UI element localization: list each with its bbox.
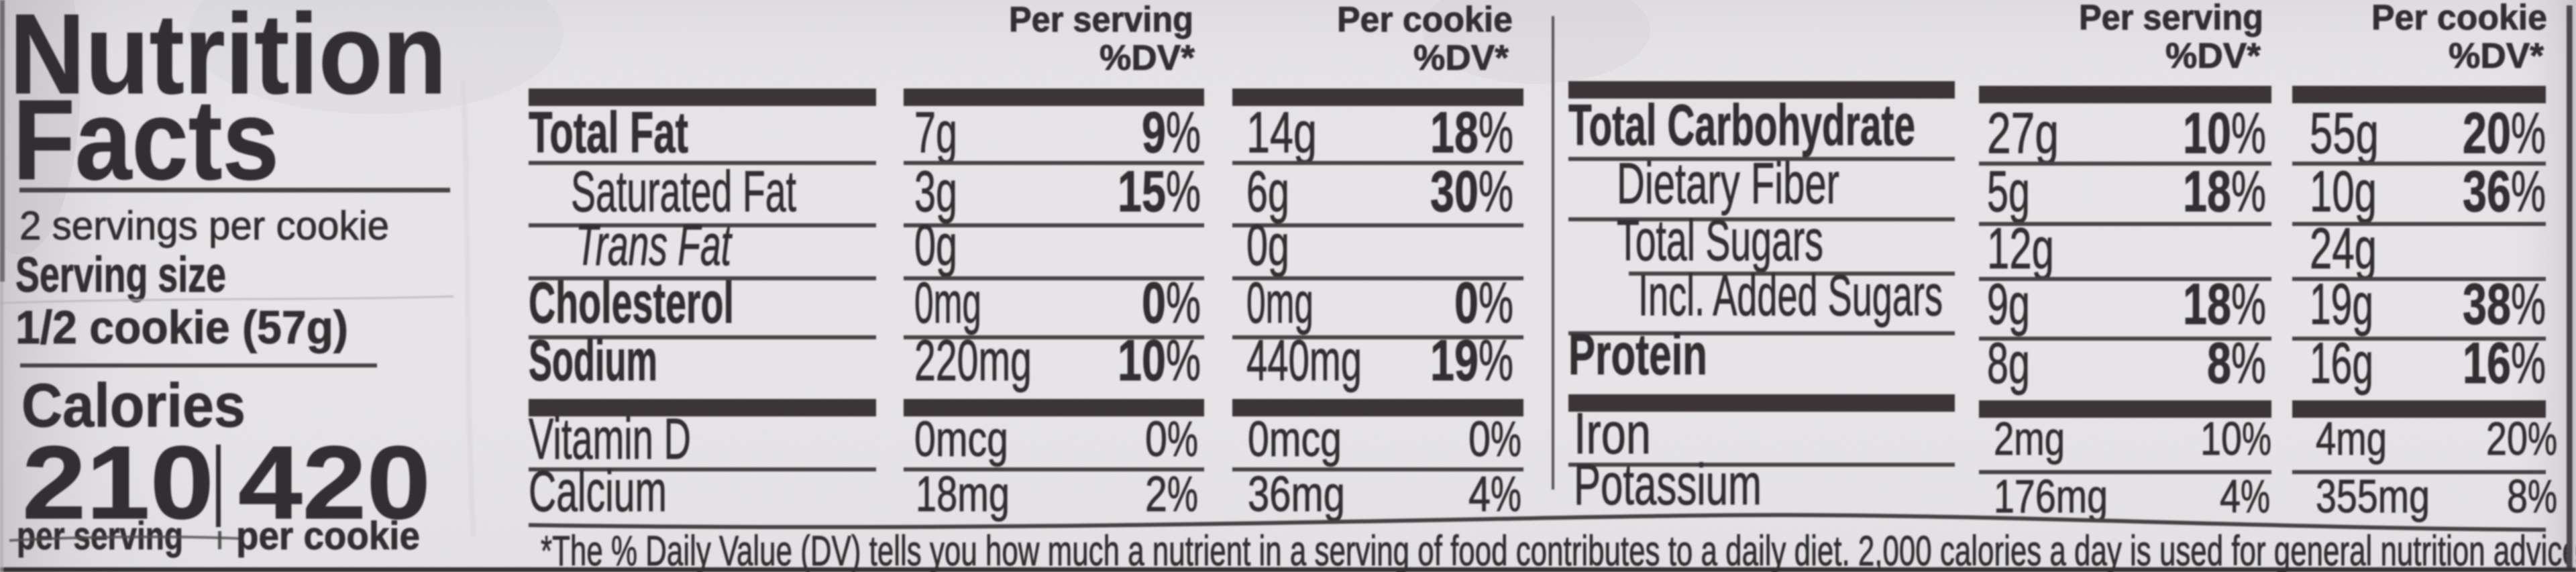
svg-text:355mg: 355mg <box>2316 470 2430 522</box>
svg-text:Calories: Calories <box>21 371 246 440</box>
svg-text:14g: 14g <box>1246 101 1317 165</box>
svg-text:0%: 0% <box>1454 271 1513 335</box>
svg-text:Calcium: Calcium <box>529 459 667 524</box>
svg-text:Total Sugars: Total Sugars <box>1617 209 1823 273</box>
svg-text:Total Carbohydrate: Total Carbohydrate <box>1568 93 1915 158</box>
svg-text:6g: 6g <box>1246 160 1289 224</box>
svg-text:176mg: 176mg <box>1994 470 2108 522</box>
svg-text:18mg: 18mg <box>916 466 1010 522</box>
svg-text:Serving size: Serving size <box>15 247 226 302</box>
svg-text:36mg: 36mg <box>1248 466 1345 522</box>
svg-text:0g: 0g <box>1246 213 1289 278</box>
svg-text:3g: 3g <box>914 160 957 224</box>
svg-text:Total Fat: Total Fat <box>529 101 688 165</box>
svg-text:19%: 19% <box>1430 329 1513 393</box>
svg-text:420: 420 <box>238 424 431 540</box>
svg-text:Nutrition: Nutrition <box>9 0 447 118</box>
svg-text:8g: 8g <box>1987 331 2030 396</box>
svg-text:Incl. Added Sugars: Incl. Added Sugars <box>1638 264 1943 328</box>
svg-text:19g: 19g <box>2310 272 2373 337</box>
svg-text:5g: 5g <box>1987 160 2030 224</box>
svg-text:%DV*: %DV* <box>2449 36 2544 76</box>
svg-text:55g: 55g <box>2310 101 2379 166</box>
svg-text:Trans Fat: Trans Fat <box>576 213 733 278</box>
svg-text:10g: 10g <box>2310 160 2377 224</box>
svg-text:2 servings per cookie: 2 servings per cookie <box>19 203 389 248</box>
svg-text:Facts: Facts <box>13 76 279 204</box>
svg-text:20%: 20% <box>2463 101 2546 166</box>
svg-text:18%: 18% <box>2183 160 2266 224</box>
svg-text:0%: 0% <box>1145 411 1198 467</box>
svg-text:18%: 18% <box>2183 272 2266 337</box>
svg-text:9g: 9g <box>1987 272 2030 337</box>
svg-text:27g: 27g <box>1987 101 2059 166</box>
svg-text:16g: 16g <box>2310 331 2373 396</box>
svg-text:36%: 36% <box>2463 160 2546 224</box>
svg-text:Per serving: Per serving <box>1009 0 1193 40</box>
svg-text:10%: 10% <box>2183 101 2266 166</box>
svg-text:7g: 7g <box>914 101 957 165</box>
svg-text:*The % Daily Value (DV) tells: *The % Daily Value (DV) tells you how mu… <box>541 528 2576 572</box>
svg-text:9%: 9% <box>1142 101 1201 165</box>
svg-text:2mg: 2mg <box>1994 412 2065 465</box>
svg-text:Per cookie: Per cookie <box>1337 0 1513 40</box>
svg-text:Per cookie: Per cookie <box>2371 0 2547 38</box>
svg-text:%DV*: %DV* <box>2165 36 2261 76</box>
svg-text:10%: 10% <box>2200 412 2271 465</box>
svg-text:per cookie: per cookie <box>236 514 420 558</box>
svg-text:4%: 4% <box>1468 466 1521 522</box>
svg-text:210: 210 <box>22 424 214 540</box>
svg-text:220mg: 220mg <box>914 329 1032 393</box>
svg-text:Cholesterol: Cholesterol <box>529 271 734 335</box>
svg-text:38%: 38% <box>2463 272 2546 337</box>
svg-text:10%: 10% <box>1118 329 1201 393</box>
svg-text:30%: 30% <box>1430 160 1513 224</box>
svg-text:%DV*: %DV* <box>1099 38 1195 78</box>
svg-text:4%: 4% <box>2220 470 2270 522</box>
svg-text:16%: 16% <box>2463 331 2546 396</box>
svg-text:Dietary Fiber: Dietary Fiber <box>1617 152 1839 216</box>
svg-text:8%: 8% <box>2207 331 2266 396</box>
svg-text:0mg: 0mg <box>1246 271 1313 335</box>
svg-text:Per serving: Per serving <box>2079 0 2263 38</box>
svg-text:Potassium: Potassium <box>1574 453 1762 517</box>
svg-text:0g: 0g <box>914 213 957 278</box>
svg-text:Iron: Iron <box>1574 402 1651 466</box>
svg-text:15%: 15% <box>1118 160 1201 224</box>
svg-text:Saturated Fat: Saturated Fat <box>571 160 796 224</box>
svg-text:Sodium: Sodium <box>529 329 657 393</box>
svg-text:24g: 24g <box>2310 217 2377 281</box>
svg-text:20%: 20% <box>2486 412 2557 465</box>
svg-text:%DV*: %DV* <box>1413 38 1509 78</box>
svg-text:8%: 8% <box>2507 470 2557 522</box>
svg-text:1/2 cookie (57g): 1/2 cookie (57g) <box>15 301 348 353</box>
svg-text:0mcg: 0mcg <box>914 411 1008 467</box>
svg-text:0mg: 0mg <box>914 271 981 335</box>
svg-text:12g: 12g <box>1987 217 2054 281</box>
svg-text:440mg: 440mg <box>1246 329 1362 393</box>
svg-text:4mg: 4mg <box>2316 412 2387 465</box>
svg-text:Vitamin D: Vitamin D <box>529 407 691 471</box>
svg-text:Protein: Protein <box>1568 323 1707 387</box>
svg-text:0%: 0% <box>1142 271 1201 335</box>
svg-text:2%: 2% <box>1145 466 1198 522</box>
svg-text:0%: 0% <box>1468 411 1521 467</box>
svg-text:18%: 18% <box>1430 101 1513 165</box>
svg-text:0mcg: 0mcg <box>1248 411 1342 467</box>
